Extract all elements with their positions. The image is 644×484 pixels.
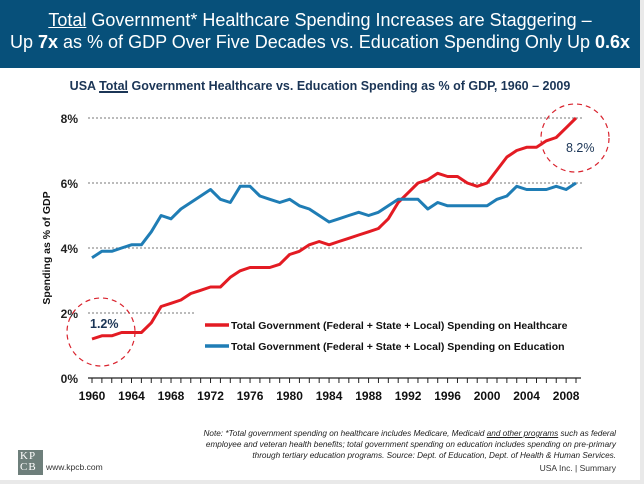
y-tick-label: 8% [61, 112, 79, 126]
x-tick-label: 2004 [513, 389, 540, 403]
headline-line-1: Total Government* Healthcare Spending In… [0, 9, 640, 31]
headline-underlined-word: Total [48, 10, 87, 30]
kpcb-logo: KP CB [18, 450, 43, 475]
x-tick-label: 1980 [276, 389, 303, 403]
y-tick-label: 6% [61, 177, 79, 191]
logo-top: KP [20, 450, 37, 462]
headline-text: as % of GDP Over Five Decades vs. Educat… [58, 32, 595, 52]
section-label: USA Inc. | Summary [539, 463, 616, 473]
website-link[interactable]: www.kpcb.com [46, 462, 103, 472]
healthcare-series-line [91, 116, 578, 341]
footnote-underlined: and other programs [486, 429, 559, 438]
annotations: 1.2% 8.2% [66, 103, 610, 367]
logo-bottom: CB [20, 461, 37, 473]
headline-line-2: Up 7x as % of GDP Over Five Decades vs. … [0, 31, 640, 53]
footnote-text: Note: *Total government spending on heal… [203, 429, 487, 438]
x-tick-label: 2008 [553, 389, 580, 403]
x-tick-label: 1964 [118, 389, 145, 403]
y-tick-label: 0% [61, 372, 79, 386]
y-axis-label: Spending as % of GDP [41, 191, 53, 304]
legend: Total Government (Federal + State + Loca… [205, 320, 568, 353]
education-series-line [91, 181, 577, 260]
legend-label-healthcare: Total Government (Federal + State + Loca… [231, 320, 568, 332]
x-axis: 1960 1964 1968 1972 1976 1980 1984 1988 1992 1996… [79, 377, 581, 403]
x-tick-label: 1968 [158, 389, 185, 403]
footnote: Note: *Total government spending on heal… [176, 428, 616, 461]
title-banner: Total Government* Healthcare Spending In… [0, 0, 640, 68]
chart-title-underlined: Total [99, 79, 129, 93]
x-tick-label: 1984 [316, 389, 343, 403]
annotation-label-2009: 8.2% [566, 141, 595, 155]
chart-title-text: USA [69, 79, 100, 93]
healthcare-multiple: 7x [38, 32, 59, 52]
x-tick-label: 1972 [197, 389, 224, 403]
headline-line-1-text: Government* Healthcare Spending Increase… [86, 10, 592, 30]
annotation-circle-1960 [66, 297, 136, 367]
headline-text: Up [9, 32, 38, 52]
gridlines [88, 117, 582, 314]
footnote-text: such as federal employee and veteran hea… [205, 429, 616, 460]
legend-label-education: Total Government (Federal + State + Loca… [231, 341, 565, 353]
x-tick-label: 1976 [237, 389, 264, 403]
annotation-label-1960: 1.2% [90, 317, 119, 331]
line-chart: 0%2%4%6%8% 1960 1964 1968 1972 1976 1980 1984 1… [41, 103, 610, 403]
series-lines [91, 116, 578, 341]
education-multiple: 0.6x [594, 32, 631, 52]
x-tick-label: 1992 [395, 389, 422, 403]
annotation-circle-2009 [540, 103, 610, 173]
x-tick-label: 1988 [355, 389, 382, 403]
chart-title: USA Total Government Healthcare vs. Educ… [0, 79, 640, 93]
x-tick-label: 1996 [434, 389, 461, 403]
y-tick-label: 4% [61, 242, 79, 256]
x-tick-label: 1960 [79, 389, 106, 403]
chart-title-text: Government Healthcare vs. Education Spen… [128, 79, 571, 93]
x-tick-label: 2000 [474, 389, 501, 403]
